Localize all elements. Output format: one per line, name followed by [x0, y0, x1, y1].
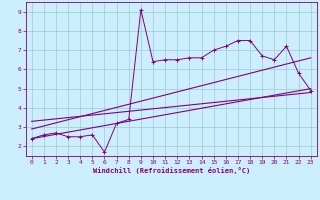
X-axis label: Windchill (Refroidissement éolien,°C): Windchill (Refroidissement éolien,°C): [92, 167, 250, 174]
